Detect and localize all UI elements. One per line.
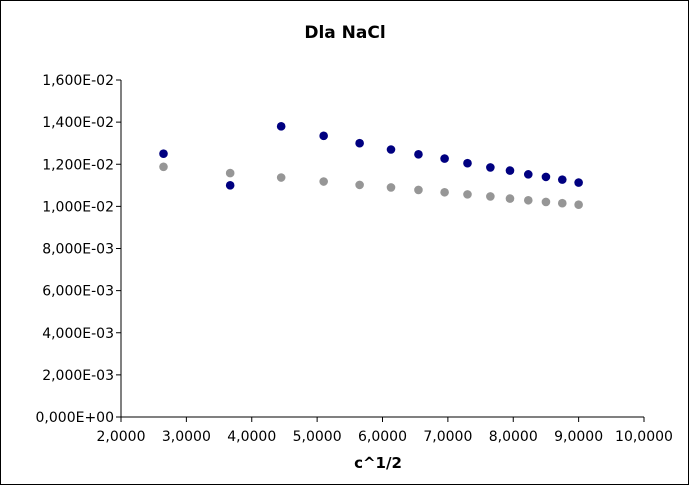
series-2-point <box>463 190 472 199</box>
y-tick-label: 6,000E-03 <box>42 284 114 300</box>
series-1-point <box>225 181 235 190</box>
series-2-point <box>225 168 235 178</box>
y-tick-label: 2,000E-03 <box>42 368 114 384</box>
x-tick-label: 7,0000 <box>423 429 472 445</box>
y-tick-label: 4,000E-03 <box>42 326 114 342</box>
x-tick-label: 8,0000 <box>489 429 538 445</box>
series-2-point <box>355 180 364 190</box>
series-2-point <box>319 177 328 186</box>
y-tick-label: 8,000E-03 <box>42 242 114 258</box>
x-tick-label: 5,0000 <box>293 429 342 445</box>
series-1-point <box>486 163 495 172</box>
series-2-point <box>159 162 168 172</box>
series-1-point <box>159 149 168 159</box>
series-1-point <box>541 172 551 182</box>
series-1-point <box>440 154 449 163</box>
series-1-point <box>574 178 583 187</box>
x-tick-label: 6,0000 <box>358 429 407 445</box>
series-1-point <box>276 122 286 131</box>
series-1-point <box>557 175 567 184</box>
x-tick-label: 9,0000 <box>554 429 603 445</box>
series-1-point <box>355 138 364 148</box>
series-2-point <box>574 200 583 209</box>
axes <box>120 80 644 418</box>
series-2-point <box>523 195 533 205</box>
chart-title: Dla NaCl <box>304 23 385 43</box>
y-axis-ticks: 0,000E+00 2,000E-03 4,000E-03 6,000E-03 8,00… <box>36 73 121 426</box>
series-2-point <box>440 187 449 197</box>
series-1-point <box>505 166 515 175</box>
series-1-point <box>523 170 533 179</box>
series-2-point <box>486 192 495 201</box>
series-2-point <box>386 183 396 192</box>
y-tick-label: 1,400E-02 <box>42 115 114 131</box>
y-tick-label: 1,000E-02 <box>42 199 114 215</box>
series-1-point <box>414 150 423 159</box>
y-tick-label: 0,000E+00 <box>36 410 114 426</box>
data-points <box>159 122 583 209</box>
series-1-point <box>386 145 396 154</box>
series-2-point <box>414 185 423 195</box>
series-2-point <box>541 197 551 207</box>
x-axis-ticks: 2,0000 3,0000 4,0000 5,0000 6,0000 7,0000 8,00… <box>97 417 673 445</box>
series-2-point <box>557 198 567 208</box>
x-tick-label: 3,0000 <box>162 429 211 445</box>
x-tick-label: 2,0000 <box>97 429 146 445</box>
series-1-point <box>319 131 328 141</box>
x-axis-label: c^1/2 <box>354 454 402 472</box>
series-2-point <box>505 194 515 203</box>
x-tick-label: 10,0000 <box>615 429 673 445</box>
y-tick-label: 1,200E-02 <box>42 157 114 173</box>
series-1-point <box>463 158 472 168</box>
y-tick-label: 1,600E-02 <box>42 73 114 89</box>
x-tick-label: 4,0000 <box>227 429 276 445</box>
series-2-point <box>276 173 286 182</box>
